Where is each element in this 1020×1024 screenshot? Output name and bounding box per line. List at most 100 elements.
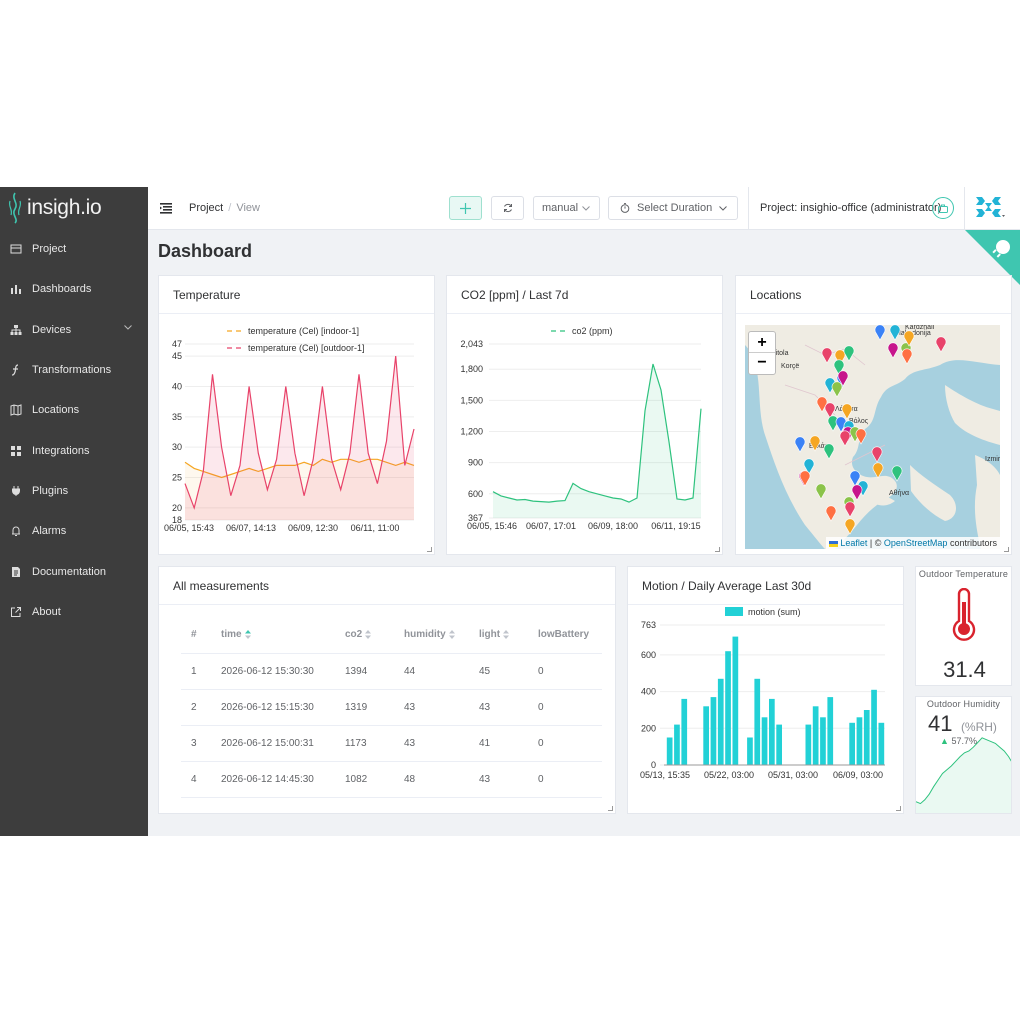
table-cell: 2026-06-12 15:00:31 [217,725,341,762]
x-tick-label: 05/31, 03:00 [768,770,818,780]
sidebar-item-transformations[interactable]: Transformations [0,350,148,390]
add-widget-button[interactable] [449,196,482,220]
sidebar-item-plugins[interactable]: Plugins [0,471,148,511]
resize-handle[interactable] [427,547,432,552]
duration-select[interactable]: Select Duration [608,196,738,220]
table-cell: 2 [181,689,217,726]
sidebar-item-alarms[interactable]: Alarms [0,511,148,551]
sidebar-item-documentation[interactable]: Documentation [0,551,148,591]
column-header-humidity[interactable]: humidity [400,617,475,654]
top-header: Project / View manual Select Duration Proj… [148,187,1020,230]
sidebar-item-integrations[interactable]: Integrations [0,430,148,470]
table-cell: 0 [534,689,602,726]
table-row[interactable]: 3 2026-06-12 15:00:31 1173 43 41 0 [181,725,602,762]
map-marker-icon [831,381,843,398]
map-marker-icon [837,370,849,387]
bar [761,717,768,765]
sort-icon [448,630,455,640]
zoom-in-button[interactable]: + [749,332,775,353]
resize-handle[interactable] [715,547,720,552]
map-view[interactable]: BitolaKorçëΛάρισαΒόλοςΕλλάςΑθήναMakedoni… [745,325,1000,549]
humidity-change: 57.7% [951,736,977,746]
sort-icon [503,630,510,640]
chevron-down-icon [582,206,590,211]
bar [754,678,761,765]
corner-ribbon[interactable] [965,230,1020,285]
card-title: Temperature [159,276,434,314]
chevron-down-icon [124,324,132,330]
bar [856,717,863,765]
table-cell: 0 [534,725,602,762]
y-tick-label: 1,200 [460,427,483,437]
table-row[interactable]: 1 2026-06-12 15:30:30 1394 44 45 0 [181,653,602,690]
map-marker-icon [815,483,827,500]
map-marker-icon [874,325,886,341]
bar [820,717,826,765]
bar [725,651,731,765]
bar [827,697,834,765]
sidebar-item-label: About [32,605,61,618]
resize-handle[interactable] [1004,547,1009,552]
column-header-co2[interactable]: co2 [341,617,400,654]
leaflet-link[interactable]: Leaflet [840,538,868,548]
refresh-mode-value: manual [542,202,579,214]
gauge-title: Outdoor Humidity [926,699,1001,709]
project-switch-button[interactable] [932,197,954,219]
x-tick-label: 06/09, 18:00 [588,521,638,531]
map-marker-icon [871,446,883,463]
legend-label: motion (sum) [748,607,801,617]
bell-icon [12,526,20,537]
table-row[interactable]: 4 2026-06-12 14:45:30 1082 48 43 0 [181,761,602,798]
app-logo[interactable]: insigh.io [0,187,148,229]
sidebar-item-about[interactable]: About [0,592,148,632]
co2-area [493,364,701,518]
bar [769,698,775,765]
map-marker-icon [903,330,915,347]
bar [674,724,680,765]
sidebar-item-label: Locations [32,404,80,417]
outdoor-temperature-card: Outdoor Temperature 31.4 [915,566,1012,686]
sidebar-item-dashboards[interactable]: Dashboards [0,269,148,309]
bar [710,697,717,765]
sidebar-item-label: Integrations [32,444,90,457]
table-cell: 44 [400,653,475,690]
app-root: insigh.io Project Dashboards Devices Transf… [0,187,1020,836]
chart-bar-icon [11,285,21,295]
sidebar-item-devices[interactable]: Devices [0,310,148,350]
outdoor-humidity-value: 41 [928,711,953,736]
external-link-icon [11,606,21,617]
github-icon [992,240,1010,258]
column-header-index: # [181,617,217,654]
user-avatar[interactable] [974,193,1006,223]
map-marker-icon [839,430,851,447]
osm-link[interactable]: OpenStreetMap [883,538,948,548]
table-row[interactable]: 2 2026-06-12 15:15:30 1319 43 43 0 [181,689,602,726]
breadcrumb-project[interactable]: Project [189,202,224,214]
resize-handle[interactable] [608,806,613,811]
collapse-menu-icon[interactable] [160,203,172,214]
y-tick-label: 30 [172,442,182,452]
x-tick-label: 06/05, 15:46 [467,521,517,531]
map-place-label: Bitola [771,350,789,357]
y-tick-label: 20 [172,503,182,513]
column-header-time[interactable]: time [217,617,341,654]
briefcase-icon [938,204,948,213]
table-cell: 1394 [341,653,400,690]
map-tiles: BitolaKorçëΛάρισαΒόλοςΕλλάςΑθήναMakedoni… [745,325,1000,549]
column-header-lowbattery: lowBattery [534,617,602,654]
sidebar-item-locations[interactable]: Locations [0,390,148,430]
column-header-light[interactable]: light [475,617,534,654]
humidity-sparkline [916,737,1011,813]
refresh-mode-select[interactable]: manual [533,196,600,220]
map-marker-icon [841,403,853,420]
resize-handle[interactable] [896,806,901,811]
refresh-button[interactable] [491,196,524,220]
sparkline-area [916,737,1011,813]
sidebar-item-project[interactable]: Project [0,229,148,269]
card-title: Motion / Daily Average Last 30d [628,567,903,605]
map-marker-icon [851,484,863,501]
table-cell: 43 [400,689,475,726]
zoom-out-button[interactable]: − [757,354,767,371]
measurements-table: # time co2 humidity light lowBattery 1 2026-06… [181,617,602,798]
map-marker-icon [821,347,833,364]
